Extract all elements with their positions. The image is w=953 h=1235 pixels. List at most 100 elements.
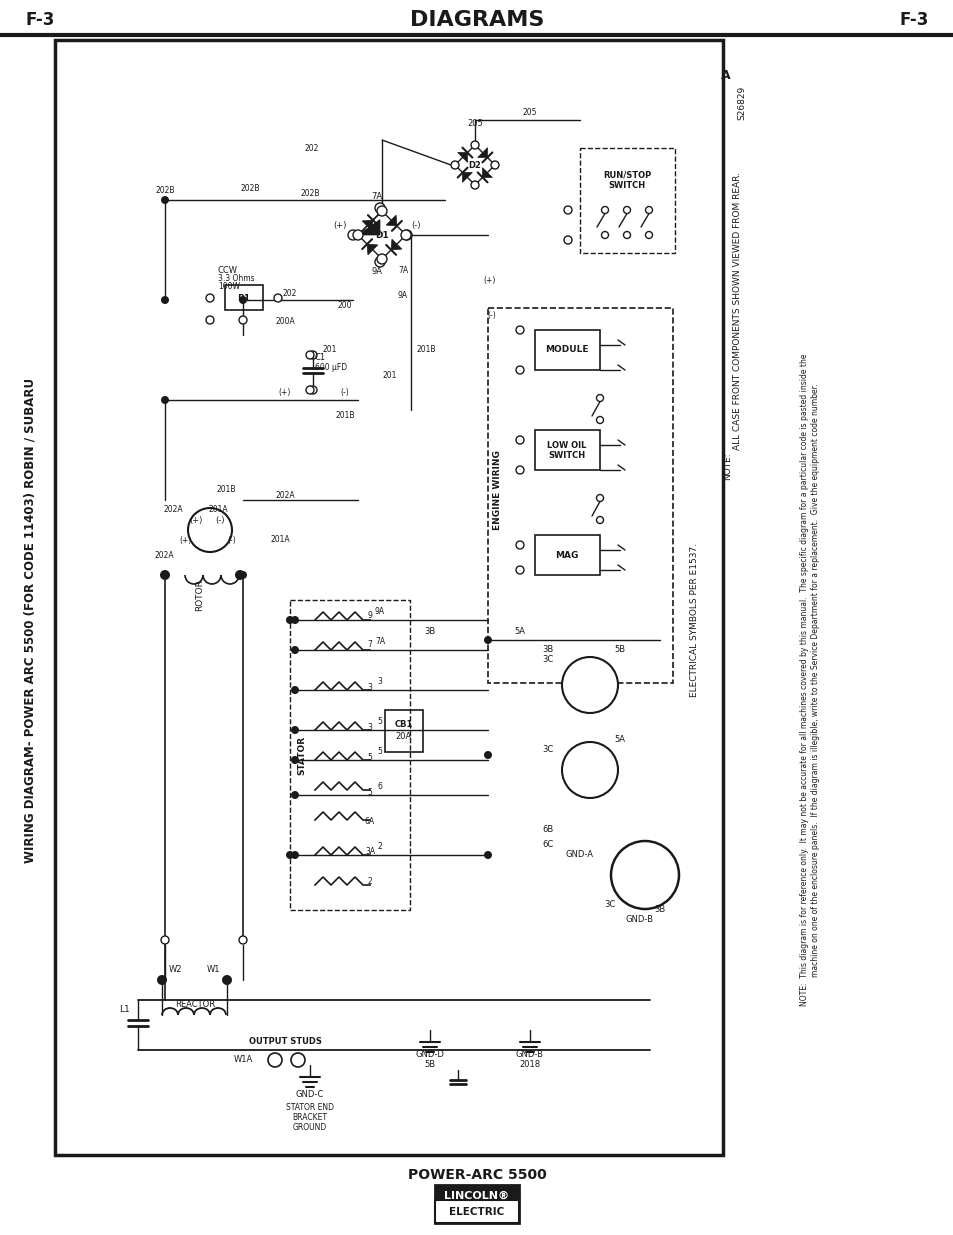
Circle shape	[268, 1053, 282, 1067]
Text: W1A: W1A	[233, 1056, 253, 1065]
Text: 9: 9	[367, 610, 372, 620]
Circle shape	[239, 296, 247, 304]
Text: 6: 6	[377, 783, 382, 792]
Text: (+): (+)	[333, 221, 346, 230]
Circle shape	[291, 851, 298, 860]
Text: (-): (-)	[215, 515, 225, 525]
Text: 2: 2	[377, 842, 382, 851]
Circle shape	[309, 351, 316, 359]
Circle shape	[291, 646, 298, 655]
Text: 5A: 5A	[514, 627, 525, 636]
Text: 202A: 202A	[163, 505, 183, 515]
Text: 5: 5	[367, 753, 372, 762]
Text: 2018: 2018	[518, 1061, 540, 1070]
Text: S26829: S26829	[737, 85, 745, 120]
Text: 2: 2	[367, 878, 372, 887]
Text: (+): (+)	[483, 275, 496, 284]
Bar	[535, 535, 599, 576]
Text: (+): (+)	[179, 536, 192, 545]
Text: 3: 3	[367, 724, 372, 732]
Circle shape	[206, 316, 213, 324]
Text: 3B: 3B	[654, 905, 665, 914]
Text: D2: D2	[468, 161, 481, 169]
Polygon shape	[462, 173, 472, 183]
Circle shape	[188, 508, 232, 552]
Text: GND-D: GND-D	[416, 1051, 444, 1060]
Circle shape	[451, 161, 458, 169]
Text: 5: 5	[377, 718, 382, 726]
Circle shape	[161, 936, 169, 944]
Bar	[488, 308, 672, 683]
Circle shape	[610, 841, 679, 909]
Text: 7: 7	[367, 641, 372, 650]
Text: GROUND: GROUND	[293, 1124, 327, 1132]
Text: POWER-ARC 5500: POWER-ARC 5500	[407, 1168, 546, 1182]
Circle shape	[563, 206, 572, 214]
Circle shape	[561, 657, 618, 713]
Text: 6B: 6B	[542, 825, 553, 835]
Polygon shape	[357, 220, 379, 235]
Circle shape	[161, 296, 169, 304]
Text: 5: 5	[377, 747, 382, 757]
Circle shape	[376, 254, 387, 264]
Text: GND-B: GND-B	[516, 1051, 543, 1060]
Circle shape	[516, 566, 523, 574]
Text: SWITCH: SWITCH	[608, 180, 645, 189]
Text: 3C: 3C	[604, 900, 615, 909]
Circle shape	[206, 294, 213, 303]
Text: F-3: F-3	[26, 11, 54, 28]
Text: (-): (-)	[487, 310, 496, 320]
Text: 202B: 202B	[300, 189, 319, 198]
Text: NOTE:: NOTE:	[722, 452, 732, 480]
Text: MAG: MAG	[555, 551, 578, 559]
Polygon shape	[482, 168, 492, 178]
Text: CB1: CB1	[395, 720, 413, 730]
Bar	[290, 600, 410, 910]
Circle shape	[274, 294, 282, 303]
Circle shape	[157, 974, 167, 986]
Bar	[385, 710, 422, 752]
Circle shape	[286, 616, 294, 624]
Circle shape	[306, 387, 314, 394]
Circle shape	[483, 636, 492, 643]
Text: 3.3 Ohms: 3.3 Ohms	[218, 273, 254, 283]
Circle shape	[596, 516, 603, 524]
Circle shape	[161, 196, 169, 204]
Text: 5B: 5B	[614, 646, 625, 655]
Bar	[225, 285, 263, 310]
Circle shape	[291, 756, 298, 764]
Polygon shape	[367, 245, 377, 254]
Text: 3A: 3A	[365, 847, 375, 857]
Text: ENGINE WIRING: ENGINE WIRING	[493, 450, 502, 530]
Text: 202A: 202A	[274, 490, 294, 499]
Text: GND-C: GND-C	[295, 1091, 324, 1099]
Text: C1: C1	[314, 353, 326, 363]
Text: BRACKET: BRACKET	[293, 1114, 327, 1123]
Circle shape	[291, 616, 298, 624]
Text: 7A: 7A	[375, 637, 385, 646]
Circle shape	[401, 230, 412, 240]
Text: WIRING DIAGRAM- POWER ARC 5500 (FOR CODE 11403) ROBIN / SUBARU: WIRING DIAGRAM- POWER ARC 5500 (FOR CODE…	[24, 378, 36, 862]
Text: 3: 3	[377, 678, 382, 687]
Bar	[435, 1200, 518, 1223]
Circle shape	[516, 326, 523, 333]
Text: LOW OIL: LOW OIL	[547, 441, 586, 450]
Text: ELECTRICAL SYMBOLS PER E1537.: ELECTRICAL SYMBOLS PER E1537.	[690, 543, 699, 697]
Circle shape	[306, 351, 314, 359]
Circle shape	[239, 316, 247, 324]
Text: (-): (-)	[228, 536, 236, 545]
Circle shape	[160, 571, 170, 580]
Circle shape	[561, 742, 618, 798]
Text: 6C: 6C	[542, 841, 553, 850]
Text: GND-A: GND-A	[565, 851, 594, 860]
Circle shape	[601, 231, 608, 238]
Circle shape	[353, 230, 363, 240]
Text: 201: 201	[322, 346, 336, 354]
Text: 3C: 3C	[542, 656, 553, 664]
Circle shape	[291, 685, 298, 694]
Text: 9A: 9A	[397, 290, 408, 300]
Text: STATOR: STATOR	[297, 735, 306, 774]
Text: 100W: 100W	[218, 282, 240, 290]
Text: (-): (-)	[411, 221, 420, 230]
Text: 5B: 5B	[424, 1061, 436, 1070]
